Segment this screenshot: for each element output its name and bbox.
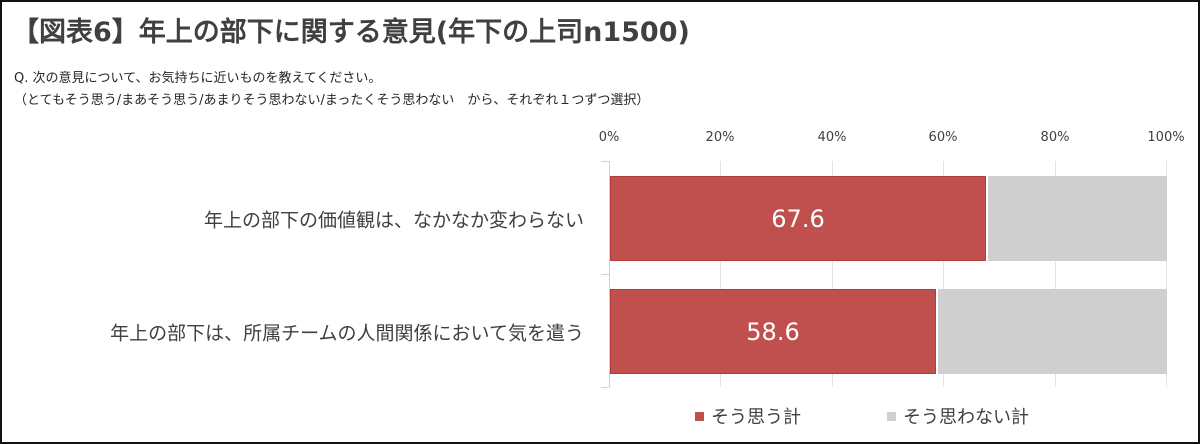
bar-segment-agree: 58.6 xyxy=(610,289,936,374)
category-label: 年上の部下の価値観は、なかなか変わらない xyxy=(203,209,584,232)
bar-row: 58.6 xyxy=(610,289,1167,374)
x-tick-100: 100% xyxy=(1147,130,1185,145)
legend-label: そう思う計 xyxy=(711,407,801,428)
question-line-1: Q. 次の意見について、お気持ちに近いものを教えてください。 xyxy=(14,71,382,86)
legend-label: そう思わない計 xyxy=(903,407,1029,428)
category-axis xyxy=(609,161,610,387)
category-tick xyxy=(601,161,609,162)
legend-swatch-disagree-icon xyxy=(887,411,896,421)
x-tick-40: 40% xyxy=(817,130,847,145)
legend-item-disagree: そう思わない計 xyxy=(887,403,1029,429)
question-line-2: （とてもそう思う/まあそう思う/あまりそう思わない/まったくそう思わない から、… xyxy=(14,93,650,108)
bar-segment-agree: 67.6 xyxy=(610,176,986,261)
gridline-80 xyxy=(1055,161,1056,387)
chart-title: 【図表6】年上の部下に関する意見(年下の上司n1500) xyxy=(12,17,690,48)
bar-row: 67.6 xyxy=(610,176,1167,261)
gridline-40 xyxy=(832,161,833,387)
category-tick xyxy=(601,387,609,388)
category-label: 年上の部下は、所属チームの人間関係において気を遣う xyxy=(110,322,584,345)
x-tick-60: 60% xyxy=(928,130,958,145)
chart-legend: そう思う計 そう思わない計 xyxy=(695,403,1115,429)
category-tick xyxy=(601,274,609,275)
legend-swatch-agree-icon xyxy=(695,411,704,421)
x-tick-80: 80% xyxy=(1040,130,1070,145)
question-text: Q. 次の意見について、お気持ちに近いものを教えてください。 （とてもそう思う/… xyxy=(14,68,649,112)
x-tick-0: 0% xyxy=(598,130,620,145)
gridline-20 xyxy=(720,161,721,387)
x-tick-20: 20% xyxy=(705,130,735,145)
data-label: 58.6 xyxy=(746,317,800,346)
bar-segment-disagree xyxy=(988,176,1167,261)
bar-segment-disagree xyxy=(938,289,1167,374)
legend-item-agree: そう思う計 xyxy=(695,403,801,429)
data-label: 67.6 xyxy=(771,204,825,233)
gridline-60 xyxy=(943,161,944,387)
gridline-100 xyxy=(1166,161,1167,387)
